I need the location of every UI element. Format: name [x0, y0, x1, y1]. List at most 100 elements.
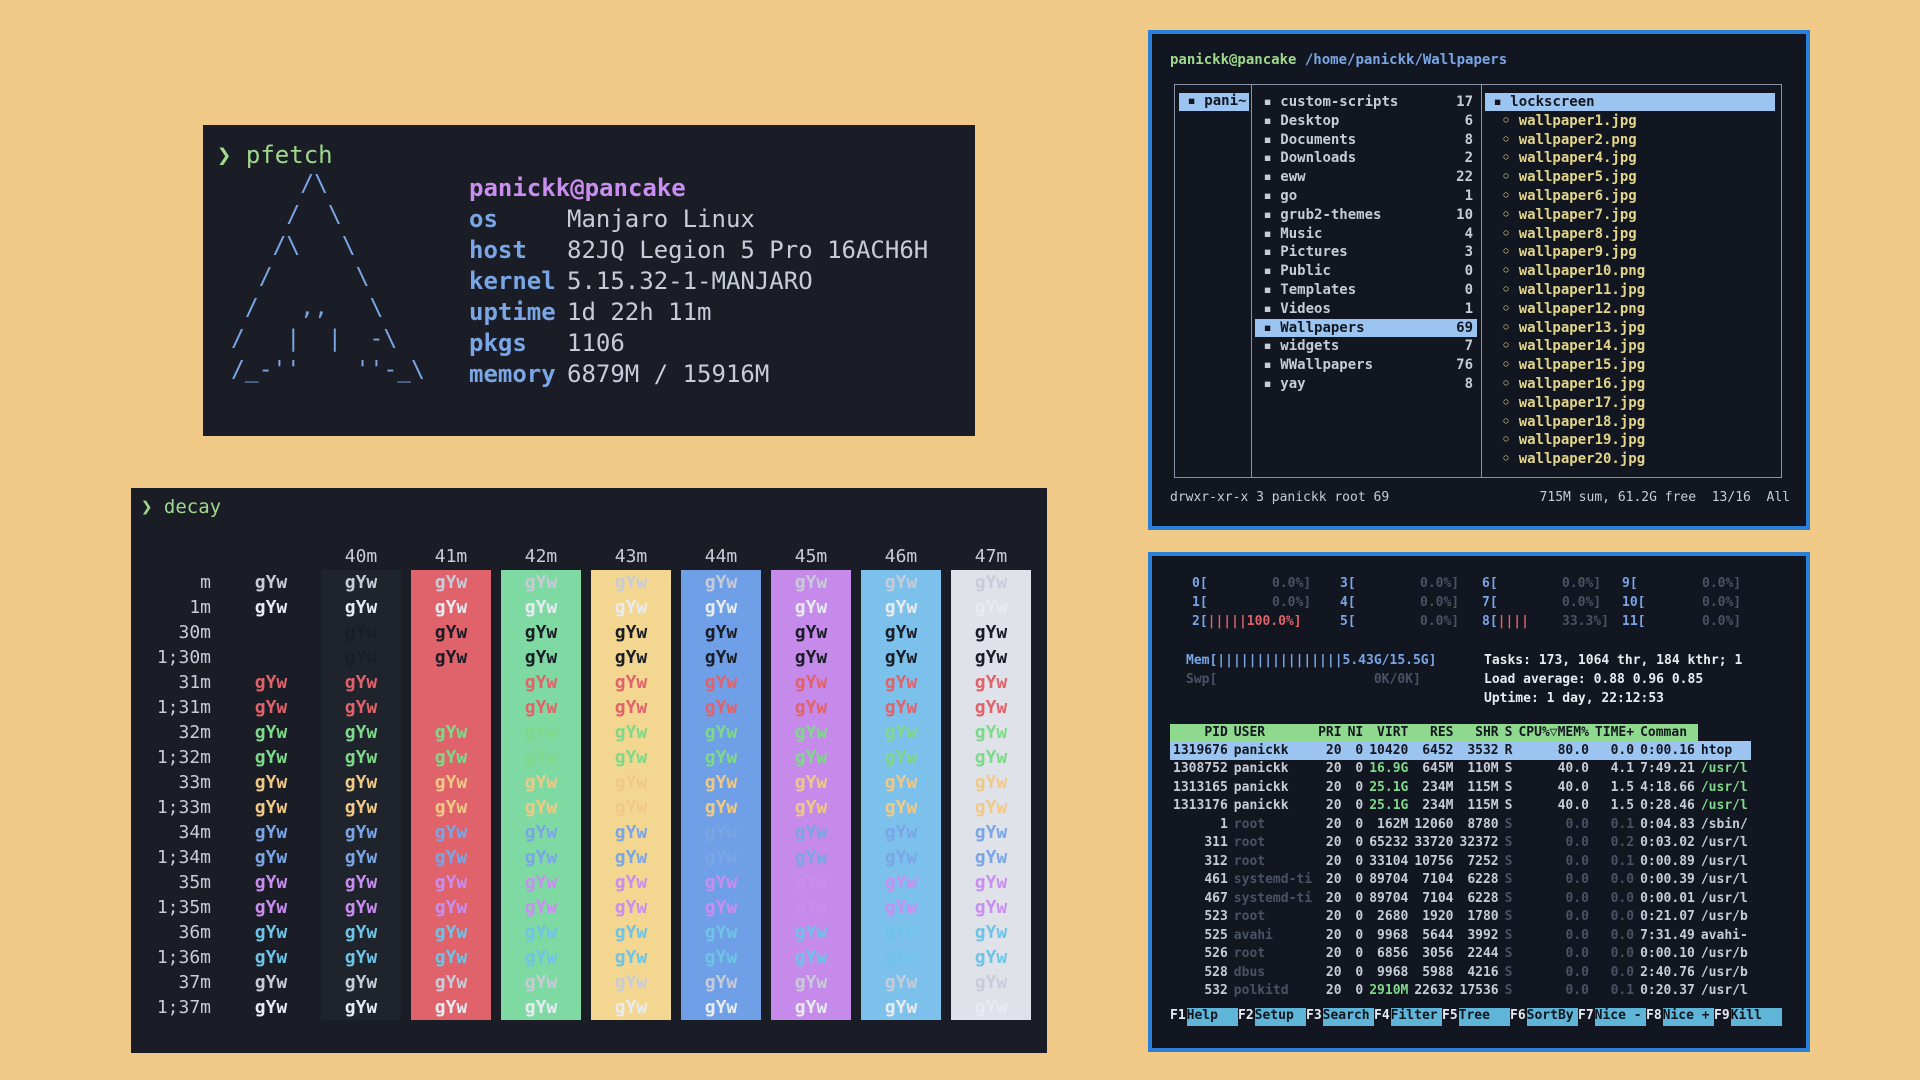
process-row[interactable]: 525 avahi 20 0 9968 5644 3992 S 0.0 0.0 7:31.49 ava… [1170, 926, 1751, 945]
dir-name: eww [1280, 169, 1306, 186]
fkey-label[interactable]: Filter [1390, 1008, 1442, 1026]
dir-entry[interactable]: ▪ widgets 7 [1255, 338, 1473, 355]
file-entry[interactable]: ◦ wallpaper19.jpg [1485, 432, 1646, 449]
fkey-label[interactable]: Nice - [1594, 1008, 1646, 1026]
file-entry[interactable]: ◦ wallpaper17.jpg [1485, 394, 1646, 411]
process-cell: 0:00.39 [1640, 872, 1695, 888]
fkey-f7[interactable]: F7 [1578, 1008, 1594, 1023]
file-entry[interactable]: ◦ wallpaper9.jpg [1485, 244, 1637, 261]
file-entry[interactable]: ◦ wallpaper6.jpg [1485, 188, 1637, 204]
dir-entry[interactable]: ▪ Public 0 [1255, 263, 1473, 280]
file-entry[interactable]: ◦ wallpaper5.jpg [1485, 169, 1637, 186]
fkey-f3[interactable]: F3 [1306, 1008, 1322, 1023]
process-row[interactable]: 311 root 20 0 65232 33720 32372 S 0.0 0.2 0:03.02 /… [1170, 834, 1751, 853]
column-header[interactable]: PRI [1315, 724, 1345, 741]
file-entry[interactable]: ◦ wallpaper4.jpg [1485, 150, 1637, 167]
sample-cell: gYw [794, 872, 828, 893]
fkey-f8[interactable]: F8 [1646, 1008, 1662, 1023]
dir-entry[interactable]: ▪ Wallpapers 69 [1255, 318, 1477, 337]
column-header[interactable]: S [1501, 724, 1516, 741]
column-header[interactable]: PID [1170, 724, 1231, 741]
fkey-label[interactable]: SortBy [1526, 1008, 1578, 1026]
dir-entry[interactable]: ▪ custom-scripts 17 [1255, 94, 1473, 110]
fkey-f9[interactable]: F9 [1714, 1008, 1730, 1023]
parent-dir-entry[interactable]: ▪ pani~ [1179, 93, 1249, 111]
process-cell: 0.1 [1610, 983, 1635, 999]
column-header[interactable]: VIRT [1366, 724, 1412, 741]
dir-entry[interactable]: ▪ Downloads 2 [1255, 150, 1473, 167]
fkey-f1[interactable]: F1 [1170, 1008, 1186, 1023]
process-cell: avahi [1233, 927, 1273, 943]
fkey-label[interactable]: Nice + [1662, 1008, 1714, 1026]
column-header[interactable]: CPU%▽MEM% [1515, 724, 1592, 741]
file-entry[interactable]: ▪ lockscreen [1485, 93, 1775, 111]
file-entry[interactable]: ◦ wallpaper1.jpg [1485, 112, 1637, 129]
dir-name: Wallpapers [1280, 319, 1365, 336]
dir-entry[interactable]: ▪ go 1 [1255, 188, 1473, 204]
dir-entry[interactable]: ▪ Music 4 [1255, 225, 1473, 242]
command-text: pfetch [245, 141, 333, 169]
dir-entry[interactable]: ▪ WWallpapers 76 [1255, 357, 1473, 374]
column-header[interactable]: RES [1411, 724, 1457, 741]
column-header[interactable]: NI [1344, 724, 1367, 741]
sample-cell: gYw [344, 772, 378, 793]
dir-entry[interactable]: ▪ Desktop 6 [1255, 112, 1473, 129]
file-entry[interactable]: ◦ wallpaper14.jpg [1485, 338, 1646, 355]
file-entry[interactable]: ◦ wallpaper13.jpg [1485, 319, 1646, 336]
file-entry[interactable]: ◦ wallpaper8.jpg [1485, 225, 1637, 242]
file-entry[interactable]: ◦ wallpaper18.jpg [1485, 413, 1646, 430]
file-entry[interactable]: ◦ wallpaper20.jpg [1485, 451, 1646, 468]
file-entry[interactable]: ◦ wallpaper12.png [1485, 300, 1646, 317]
process-row[interactable]: 1313165 panickk 20 0 25.1G 234M 115M S 40.0 1.5 4:… [1170, 778, 1751, 797]
fkey-label[interactable]: Search [1322, 1008, 1374, 1026]
sample-cell: gYw [794, 572, 828, 593]
file-entry[interactable]: ◦ wallpaper2.png [1485, 131, 1637, 148]
dir-entry[interactable]: ▪ Documents 8 [1255, 131, 1473, 148]
file-entry[interactable]: ◦ wallpaper10.png [1485, 263, 1646, 280]
process-row[interactable]: 526 root 20 0 6856 3056 2244 S 0.0 0.0 0:00.10/usr… [1170, 945, 1751, 964]
column-header[interactable]: TIME+ [1591, 724, 1638, 741]
file-name: lockscreen [1510, 94, 1595, 110]
process-cell: 10756 [1414, 853, 1454, 869]
dir-entry[interactable]: ▪ grub2-themes 10 [1255, 206, 1473, 223]
dir-entry[interactable]: ▪ yay 8 [1255, 376, 1473, 392]
column-header[interactable]: Comman [1637, 724, 1698, 741]
process-cell: systemd-ti [1233, 872, 1313, 888]
row-label: 1m [189, 597, 211, 618]
process-row[interactable]: 461 systemd-ti 20 0 89704 7104 6228 S 0.0 0.0 0:00… [1170, 871, 1751, 890]
fkey-label[interactable]: Kill [1730, 1008, 1782, 1026]
file-entry[interactable]: ◦ wallpaper16.jpg [1485, 376, 1646, 392]
fkey-f6[interactable]: F6 [1510, 1008, 1526, 1023]
process-cell: 1780 [1467, 909, 1499, 925]
process-row[interactable]: 1 root 20 0 162M 12060 8780 S 0.0 0.1 0:04.83/sbin… [1170, 815, 1751, 834]
process-row[interactable]: 1308752 panickk 20 0 16.9G 645M 110M S 40.0 4.1 7:… [1170, 760, 1751, 779]
fkey-f2[interactable]: F2 [1238, 1008, 1254, 1023]
process-row[interactable]: 532 polkitd 20 0 2910M 22632 17536 S 0.0 0.1 0:20.… [1170, 982, 1751, 1001]
sample-cell: gYw [254, 672, 288, 693]
file-name: wallpaper11.jpg [1518, 282, 1646, 298]
process-row[interactable]: 467 systemd-ti 20 0 89704 7104 6228 S 0.0 0.0 0:00… [1170, 889, 1751, 908]
process-row[interactable]: 523 root 20 0 2680 1920 1780 S 0.0 0.0 0:21.07/usr… [1170, 908, 1751, 927]
column-header[interactable]: USER [1230, 724, 1316, 741]
sample-cell: gYw [434, 797, 468, 818]
sample-cell: gYw [254, 622, 288, 643]
fkey-label[interactable]: Help [1186, 1008, 1238, 1026]
process-row[interactable]: 1313176 panickk 20 0 25.1G 234M 115M S 40.0 1.5 0:… [1170, 797, 1751, 816]
dir-entry[interactable]: ▪ Pictures 3 [1255, 244, 1473, 261]
process-cell: 0.0 [1565, 872, 1589, 888]
process-row[interactable]: 528 dbus 20 0 9968 5988 4216 S 0.0 0.0 2:40.76/usr… [1170, 963, 1751, 982]
process-row[interactable]: 1319676 panickk 20 0 10420 6452 3532 R 80.0 0.0 0:… [1170, 741, 1751, 760]
file-entry[interactable]: ◦ wallpaper7.jpg [1485, 206, 1637, 223]
fkey-label[interactable]: Setup [1254, 1008, 1306, 1026]
fkey-f4[interactable]: F4 [1374, 1008, 1390, 1023]
fkey-f5[interactable]: F5 [1442, 1008, 1458, 1023]
process-row[interactable]: 312 root 20 0 33104 10756 7252 S 0.0 0.1 0:00.89/u… [1170, 852, 1751, 871]
sample-cell: gYw [254, 897, 288, 918]
file-entry[interactable]: ◦ wallpaper11.jpg [1485, 282, 1646, 298]
dir-entry[interactable]: ▪ eww 22 [1255, 169, 1473, 186]
fkey-label[interactable]: Tree [1458, 1008, 1510, 1026]
dir-entry[interactable]: ▪ Videos 1 [1255, 300, 1473, 317]
column-header[interactable]: SHR [1456, 724, 1502, 741]
file-entry[interactable]: ◦ wallpaper15.jpg [1485, 357, 1646, 374]
dir-entry[interactable]: ▪ Templates 0 [1255, 282, 1473, 298]
